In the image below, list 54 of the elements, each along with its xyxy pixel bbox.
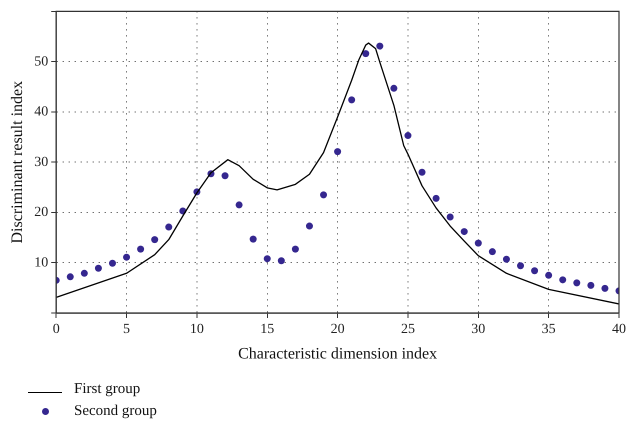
point — [418, 168, 426, 176]
point — [545, 272, 552, 279]
legend-label: Second group — [74, 402, 157, 421]
point — [250, 236, 257, 243]
x-tick-label: 35 — [542, 322, 556, 338]
point — [404, 132, 412, 140]
x-tick-label: 0 — [52, 322, 60, 338]
point — [137, 246, 144, 253]
x-tick-label: 15 — [260, 322, 274, 338]
point — [432, 194, 440, 202]
point — [334, 148, 342, 156]
point — [108, 260, 116, 267]
point — [94, 264, 102, 272]
y-tick-label: 30 — [34, 154, 48, 170]
x-tick-label: 30 — [471, 322, 486, 338]
point — [362, 50, 370, 58]
point — [573, 279, 580, 286]
point — [264, 255, 271, 262]
point — [348, 96, 356, 104]
x-axis-title: Characteristic dimension index — [238, 346, 438, 363]
x-tick-label: 25 — [400, 322, 415, 338]
point — [151, 236, 158, 244]
point — [66, 273, 74, 280]
point — [390, 84, 398, 92]
point — [222, 172, 229, 180]
point — [488, 248, 496, 256]
y-tick-label: 10 — [34, 255, 48, 270]
point — [460, 228, 468, 236]
x-tick-label: 20 — [330, 322, 345, 338]
point — [123, 254, 130, 261]
point — [559, 276, 566, 284]
point — [601, 284, 608, 292]
legend-label: First group — [74, 380, 140, 399]
x-tick-label: 10 — [190, 322, 204, 338]
point — [306, 222, 313, 230]
point — [587, 282, 594, 289]
y-axis-title: Discriminant result index — [8, 80, 26, 244]
point — [278, 257, 285, 264]
point — [446, 213, 454, 220]
point — [320, 191, 328, 198]
point — [517, 262, 524, 270]
point — [292, 246, 299, 253]
x-tick-label: 40 — [612, 322, 626, 338]
y-tick-label: 50 — [34, 54, 48, 70]
point — [376, 42, 384, 50]
point — [531, 267, 538, 274]
x-tick-label: 5 — [123, 322, 130, 338]
point — [502, 256, 510, 263]
y-tick-label: 20 — [34, 205, 48, 220]
point — [165, 224, 172, 231]
point — [80, 270, 88, 277]
point — [474, 240, 482, 247]
y-tick-label: 40 — [34, 104, 48, 120]
point — [236, 201, 243, 208]
